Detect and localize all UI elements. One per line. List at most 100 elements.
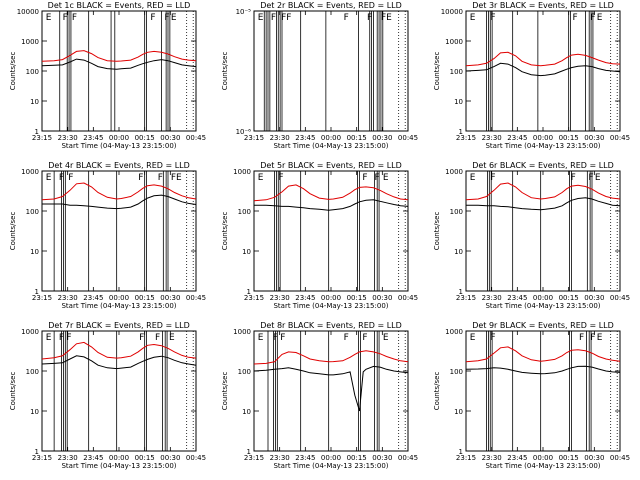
y-tick-label: 10 xyxy=(242,408,251,416)
series-line-events xyxy=(253,365,409,412)
flag-label: F xyxy=(490,333,495,343)
y-tick-label: 10⁻⁵ xyxy=(236,8,252,16)
flag-label: E xyxy=(169,333,175,343)
y-tick-label: 10 xyxy=(454,408,463,416)
series-line-lld xyxy=(465,182,621,201)
x-tick-label: 00:15 xyxy=(135,134,155,142)
series-line-lld xyxy=(41,341,197,360)
flag-label: E xyxy=(258,333,264,343)
x-tick-label: 00:30 xyxy=(584,134,604,142)
x-tick-label: 00:00 xyxy=(533,134,553,142)
plot-frame xyxy=(465,330,621,452)
flag-label: F xyxy=(579,333,584,343)
x-axis-label: Start Time (04-May-13 23:15:00) xyxy=(273,142,388,150)
flag-label: E xyxy=(595,173,601,183)
panel-title: Det 4r BLACK = Events, RED = LLD xyxy=(48,161,190,170)
x-tick-label: 23:45 xyxy=(295,134,315,142)
panel-title: Det 3r BLACK = Events, RED = LLD xyxy=(472,1,614,10)
panel-title: Det 5r BLACK = Events, RED = LLD xyxy=(260,161,402,170)
y-tick-label: 1000 xyxy=(233,168,251,176)
x-tick-label: 00:00 xyxy=(321,294,341,302)
x-tick-label: 00:15 xyxy=(347,294,367,302)
x-tick-label: 23:45 xyxy=(295,294,315,302)
flag-label: F xyxy=(344,333,349,343)
x-tick-label: 00:45 xyxy=(186,454,206,462)
panel-title: Det 8r BLACK = Events, RED = LLD xyxy=(260,321,402,330)
series-line-lld xyxy=(465,346,621,363)
flag-label: F xyxy=(571,173,576,183)
flag-label: FE xyxy=(171,173,182,183)
y-tick-label: 1 xyxy=(459,128,463,136)
y-tick-label: 1 xyxy=(247,448,251,456)
y-axis-label: Counts/sec xyxy=(221,52,229,91)
y-tick-label: 10000 xyxy=(17,8,39,16)
x-tick-label: 00:30 xyxy=(160,454,180,462)
y-tick-label: 1000 xyxy=(21,38,39,46)
x-tick-label: 00:15 xyxy=(559,294,579,302)
flag-label: F xyxy=(590,13,595,23)
flag-label: F xyxy=(490,173,495,183)
y-tick-label: 10 xyxy=(242,248,251,256)
x-axis-label: Start Time (04-May-13 23:15:00) xyxy=(61,462,176,470)
x-tick-label: 00:00 xyxy=(533,454,553,462)
y-tick-label: 100 xyxy=(238,368,251,376)
flag-label: FF xyxy=(281,13,291,23)
flag-label: F xyxy=(588,173,593,183)
y-axis-label: Counts/sec xyxy=(9,212,17,251)
x-axis-label: Start Time (04-May-13 23:15:00) xyxy=(61,302,176,310)
x-tick-label: 23:45 xyxy=(83,454,103,462)
y-axis-label: Counts/sec xyxy=(9,372,17,411)
series-line-events xyxy=(41,58,197,70)
x-tick-label: 00:15 xyxy=(135,454,155,462)
y-tick-label: 100 xyxy=(26,368,39,376)
x-tick-label: 00:00 xyxy=(321,454,341,462)
flag-label: E xyxy=(470,173,476,183)
x-tick-label: 23:45 xyxy=(507,134,527,142)
y-tick-label: 1000 xyxy=(445,38,463,46)
x-tick-label: 00:30 xyxy=(160,294,180,302)
flag-label: E xyxy=(470,333,476,343)
x-tick-label: 23:30 xyxy=(58,454,78,462)
x-tick-label: 23:30 xyxy=(482,294,502,302)
x-tick-label: 00:45 xyxy=(610,134,630,142)
y-tick-label: 1 xyxy=(459,448,463,456)
series-line-lld xyxy=(41,50,197,62)
flag-label: F xyxy=(362,173,367,183)
x-tick-label: 00:00 xyxy=(109,134,129,142)
series-line-events xyxy=(254,199,409,211)
x-tick-label: 00:15 xyxy=(135,294,155,302)
x-tick-label: 23:30 xyxy=(270,134,290,142)
flag-label: F xyxy=(280,333,285,343)
x-tick-label: 23:30 xyxy=(270,454,290,462)
x-tick-label: 23:15 xyxy=(244,454,264,462)
series-line-events xyxy=(466,197,621,211)
flag-label: E xyxy=(171,13,177,23)
flag-label: F xyxy=(271,13,276,23)
x-tick-label: 23:15 xyxy=(244,294,264,302)
y-tick-label: 100 xyxy=(450,368,463,376)
flag-label: F xyxy=(572,13,577,23)
panel-title: Det 9r BLACK = Events, RED = LLD xyxy=(472,321,614,330)
series-line-lld xyxy=(253,350,409,365)
x-tick-label: 00:30 xyxy=(584,454,604,462)
plot-frame xyxy=(465,10,621,132)
flag-label: F xyxy=(59,333,64,343)
series-line-events xyxy=(42,194,197,210)
x-tick-label: 23:15 xyxy=(456,294,476,302)
flag-label: F xyxy=(63,13,68,23)
x-tick-label: 00:30 xyxy=(584,294,604,302)
x-tick-label: 23:15 xyxy=(32,134,52,142)
y-tick-label: 100 xyxy=(450,68,463,76)
flag-label: F xyxy=(374,173,379,183)
y-tick-label: 100 xyxy=(238,208,251,216)
x-tick-label: 23:30 xyxy=(58,294,78,302)
y-tick-label: 1 xyxy=(35,288,39,296)
x-tick-label: 23:15 xyxy=(32,294,52,302)
panel-title: Det 7r BLACK = Events, RED = LLD xyxy=(48,321,190,330)
flag-label: F xyxy=(155,333,160,343)
